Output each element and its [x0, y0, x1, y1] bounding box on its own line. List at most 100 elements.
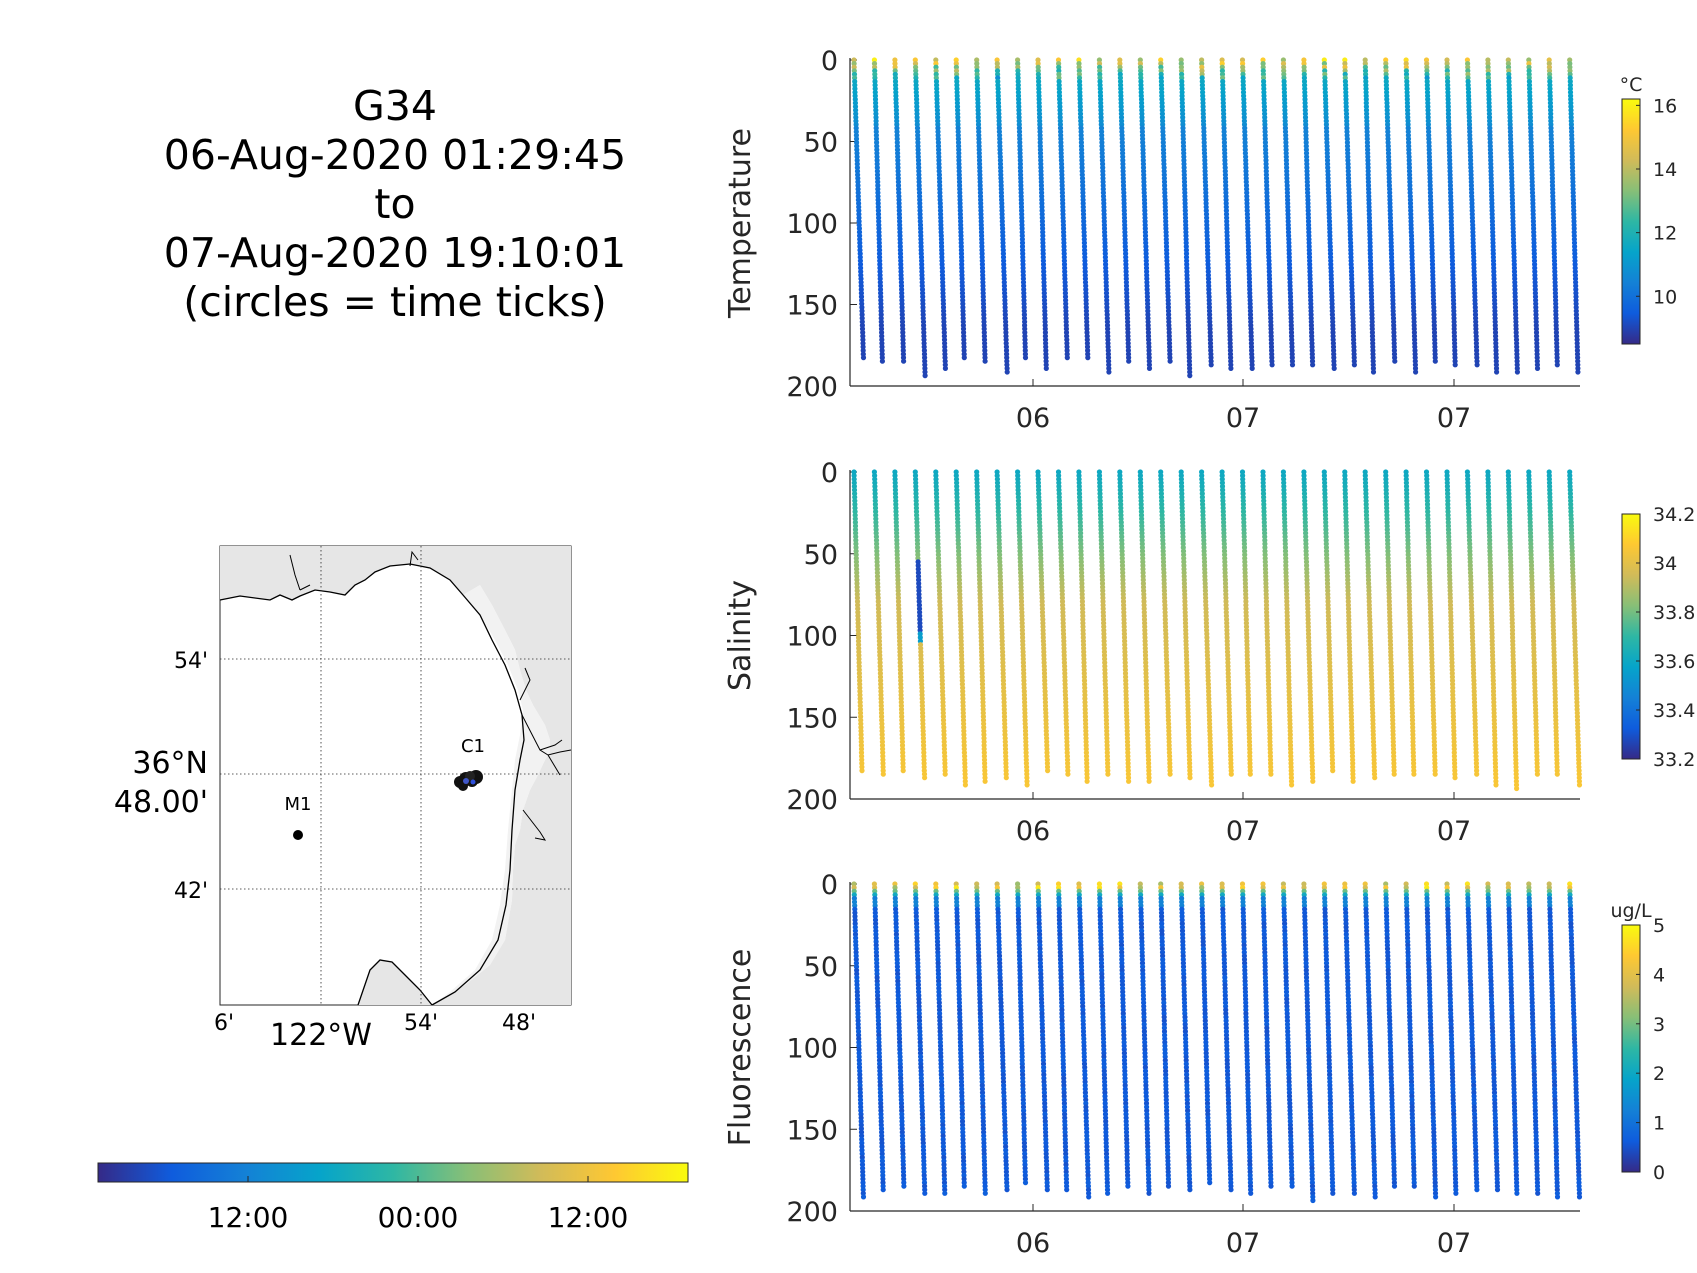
shelf-shade — [432, 585, 550, 1005]
profile-30 — [1444, 881, 1459, 1196]
y-axis-title: Salinity — [723, 580, 758, 691]
end-time: 07-Aug-2020 19:10:01 — [163, 229, 627, 277]
profile-18 — [1199, 881, 1213, 1186]
profile-21 — [1260, 57, 1275, 368]
profile-14 — [1117, 881, 1131, 1189]
profile-10 — [1035, 57, 1049, 371]
profile-2 — [871, 469, 886, 777]
fluorescence-panel: 0 50 100 150 200 06 07 07 Fluorescence 0 1 2 3 4 5ug/L — [723, 870, 1665, 1259]
profile-21 — [1260, 881, 1274, 1189]
y-tick-label: 200 — [786, 785, 838, 816]
profile-2 — [871, 57, 886, 364]
profile-26 — [1362, 469, 1378, 781]
x-tick-label: 06 — [1016, 816, 1050, 847]
colorbar-tick-label: 0 — [1653, 1162, 1665, 1184]
coastline — [219, 563, 525, 1006]
colorbar-tick-label: 5 — [1653, 915, 1665, 937]
profile-18 — [1199, 57, 1214, 368]
y-tick-label: 100 — [786, 209, 838, 240]
start-time: 06-Aug-2020 01:29:45 — [163, 131, 627, 179]
profile-29 — [1423, 57, 1438, 364]
y-tick-label: 0 — [821, 458, 838, 489]
profile-16 — [1158, 57, 1173, 364]
colorbar-tick-label: 16 — [1653, 95, 1677, 117]
profile-13 — [1096, 57, 1112, 375]
river-north — [289, 550, 419, 591]
profile-12 — [1076, 469, 1090, 784]
profile-23 — [1301, 57, 1316, 368]
profile-30 — [1444, 57, 1458, 368]
lat-center-label-deg: 36°N — [132, 746, 208, 781]
map-panel: M1 C1 54' 42' 36°N 48.00' 6' 54' 48' 122… — [114, 545, 572, 1053]
y-axis-title: Temperature — [723, 128, 758, 319]
profile-20 — [1239, 469, 1253, 777]
profile-25 — [1342, 881, 1357, 1196]
x-tick-label: 07 — [1437, 403, 1471, 434]
y-tick-label: 0 — [821, 46, 838, 77]
colorbar-unit: °C — [1620, 74, 1643, 96]
colorbar-unit: ug/L — [1610, 900, 1652, 922]
x-tick-label: 07 — [1226, 1228, 1260, 1259]
y-tick-label: 100 — [786, 622, 838, 653]
profile-7 — [974, 469, 988, 784]
colorbar-tick-label: 33.8 — [1653, 602, 1695, 624]
profile-12 — [1076, 57, 1091, 361]
profile-8 — [994, 469, 1009, 781]
y-tick-label: 0 — [821, 870, 838, 901]
profile-35 — [1546, 881, 1561, 1200]
profile-32 — [1485, 469, 1499, 788]
time-colorbar-bar — [97, 1162, 689, 1183]
profile-36 — [1567, 469, 1583, 788]
profile-1 — [851, 469, 865, 774]
profile-16 — [1158, 881, 1172, 1189]
profile-23 — [1301, 881, 1316, 1204]
colorbar-tick-label: 4 — [1653, 964, 1665, 986]
glider-name: G34 — [353, 82, 437, 130]
river-east — [519, 667, 572, 841]
profile-3 — [892, 57, 907, 364]
profile-5 — [933, 881, 948, 1196]
profile-13 — [1096, 881, 1111, 1196]
x-tick-label: 07 — [1226, 816, 1260, 847]
profile-27 — [1383, 57, 1398, 364]
salinity-panel: 0 50 100 150 200 06 07 07 Salinity 33.2 33.4 33.6 33… — [723, 458, 1695, 847]
colorbar-tick-label: 10 — [1653, 286, 1677, 308]
profile-4 — [912, 881, 928, 1196]
colorbar-tick-label: 34.2 — [1653, 504, 1695, 526]
profile-1 — [851, 881, 867, 1200]
profile-14 — [1117, 469, 1132, 784]
lon-tick-48: 48' — [502, 1011, 536, 1036]
profile-30 — [1444, 469, 1458, 781]
profile-11 — [1055, 57, 1070, 361]
colorbar-tick-label: 14 — [1653, 159, 1677, 181]
m1-station-label: M1 — [285, 794, 312, 815]
lat-tick-54: 54' — [174, 649, 208, 674]
temperature-panel: 0 50 100 150 200 06 07 07 Temperature 10 12 14 16 °C — [723, 46, 1677, 434]
profile-17 — [1178, 469, 1193, 781]
y-axis-title: Fluorescence — [723, 949, 758, 1147]
profile-6 — [953, 57, 967, 361]
lat-tick-42: 42' — [174, 879, 208, 904]
profile-28 — [1403, 469, 1417, 777]
colorbar-tick-label: 1 — [1653, 1113, 1665, 1135]
y-tick-label: 150 — [786, 291, 838, 322]
profile-5 — [933, 469, 948, 777]
profile-4 — [912, 469, 928, 781]
time-tick-note: (circles = time ticks) — [183, 278, 607, 326]
profile-11 — [1055, 469, 1071, 777]
profile-19 — [1219, 881, 1234, 1193]
y-tick-label: 150 — [786, 1115, 838, 1146]
y-tick-label: 200 — [786, 372, 838, 403]
profile-27 — [1383, 881, 1398, 1189]
profile-7 — [974, 57, 988, 364]
colorbar-bar — [1621, 98, 1641, 345]
y-tick-label: 150 — [786, 703, 838, 734]
profile-29 — [1423, 469, 1438, 777]
c1-station-label: C1 — [461, 736, 485, 757]
profile-26 — [1362, 881, 1378, 1200]
y-tick-label: 50 — [804, 540, 838, 571]
colorbar-tick-label: 12 — [1653, 223, 1677, 245]
profile-7 — [974, 881, 988, 1196]
glider-track — [454, 770, 483, 791]
